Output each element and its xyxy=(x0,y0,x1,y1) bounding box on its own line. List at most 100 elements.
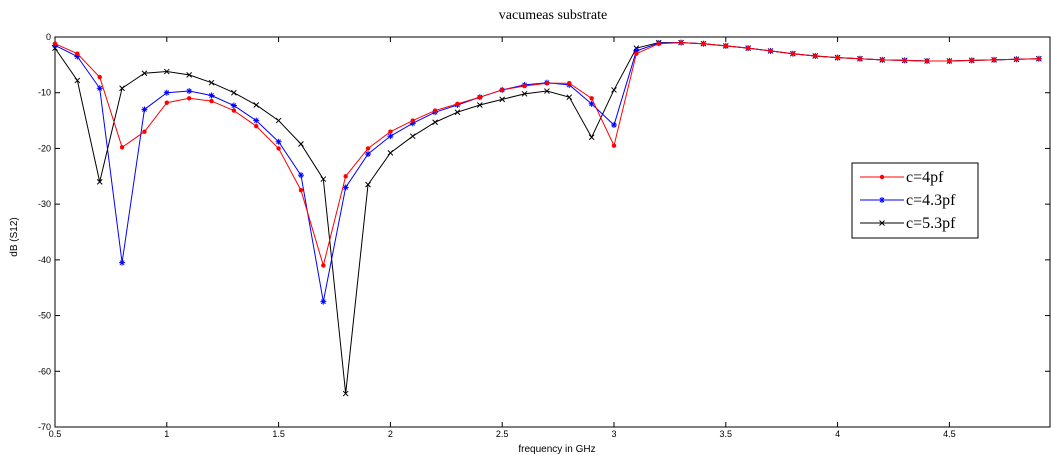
data-point xyxy=(253,102,260,108)
data-point xyxy=(879,197,885,203)
x-tick-label: 3 xyxy=(611,429,616,439)
x-tick-label: 1.5 xyxy=(272,429,285,439)
data-point xyxy=(231,108,237,113)
data-point xyxy=(476,102,483,108)
y-tick-label: -10 xyxy=(38,88,51,98)
y-tick-label: -70 xyxy=(38,422,51,432)
data-point xyxy=(96,85,103,92)
y-axis-label: dB (S12) xyxy=(9,217,20,256)
data-point xyxy=(365,151,372,157)
data-point xyxy=(566,94,573,101)
data-point xyxy=(499,96,506,103)
y-tick-label: -40 xyxy=(38,255,51,265)
x-tick-label: 1 xyxy=(164,429,169,439)
data-point xyxy=(388,129,393,134)
data-point xyxy=(410,118,415,123)
data-point xyxy=(320,298,327,305)
data-point xyxy=(522,83,527,89)
data-point xyxy=(298,188,304,193)
data-point xyxy=(119,145,125,150)
data-point xyxy=(589,96,594,101)
data-point xyxy=(1036,56,1042,61)
data-point xyxy=(142,129,147,134)
x-tick-label: 4 xyxy=(835,429,840,439)
legend-label: c=4pf xyxy=(906,169,944,186)
data-point xyxy=(567,81,572,86)
data-point xyxy=(163,89,170,96)
data-point xyxy=(387,133,394,140)
data-point xyxy=(119,259,126,266)
data-point xyxy=(186,96,192,101)
data-point xyxy=(365,146,371,151)
data-point xyxy=(544,81,550,86)
data-point xyxy=(611,143,617,148)
data-point xyxy=(409,133,416,140)
data-point xyxy=(297,172,304,179)
x-tick-label: 4.5 xyxy=(943,429,956,439)
data-point xyxy=(432,108,438,113)
data-point xyxy=(432,119,438,126)
y-tick-label: -60 xyxy=(38,366,51,376)
data-point xyxy=(298,141,304,147)
data-point xyxy=(275,138,282,145)
data-point xyxy=(544,88,550,94)
data-point xyxy=(52,41,58,46)
data-point xyxy=(254,123,259,129)
data-point xyxy=(879,174,885,180)
data-point xyxy=(209,98,214,104)
data-point xyxy=(835,55,840,60)
series-c=4pf xyxy=(52,40,1042,268)
data-point xyxy=(1014,57,1019,62)
data-point xyxy=(320,176,327,182)
data-point xyxy=(723,43,728,49)
data-point xyxy=(947,58,952,64)
y-tick-label: -20 xyxy=(38,143,51,153)
data-point xyxy=(141,70,148,77)
legend-label: c=4.3pf xyxy=(906,192,956,209)
data-point xyxy=(902,58,907,63)
data-point xyxy=(455,101,460,107)
data-point xyxy=(969,58,974,63)
data-point xyxy=(499,87,505,93)
y-tick-label: 0 xyxy=(46,32,51,42)
data-point xyxy=(610,122,617,129)
data-point xyxy=(745,45,751,51)
data-point xyxy=(275,117,282,124)
data-point xyxy=(477,94,483,100)
data-point xyxy=(186,88,193,95)
data-point xyxy=(387,150,394,156)
data-point xyxy=(701,41,706,46)
data-point xyxy=(588,134,595,141)
data-point xyxy=(208,79,215,86)
data-point xyxy=(208,92,215,99)
data-point xyxy=(768,48,773,54)
data-point xyxy=(454,109,461,116)
data-point xyxy=(276,146,281,151)
data-point xyxy=(924,58,930,64)
data-point xyxy=(231,89,237,96)
data-point xyxy=(342,390,349,397)
data-point xyxy=(813,53,818,59)
data-point xyxy=(521,90,528,97)
data-point xyxy=(656,41,661,46)
data-point xyxy=(253,117,260,124)
data-point xyxy=(163,68,170,75)
data-point xyxy=(141,106,148,113)
x-tick-label: 0.5 xyxy=(49,429,62,439)
data-point xyxy=(634,51,639,56)
data-point xyxy=(96,179,103,185)
legend-entry: c=4.3pf xyxy=(860,192,956,209)
x-tick-label: 3.5 xyxy=(720,429,733,439)
data-point xyxy=(880,57,885,63)
data-point xyxy=(991,57,997,63)
chart-title: vacumeas substrate xyxy=(499,8,607,23)
legend-label: c=5.3pf xyxy=(906,215,956,232)
y-tick-label: -30 xyxy=(38,199,51,209)
data-point xyxy=(164,100,169,105)
data-point xyxy=(343,174,348,179)
y-tick-label: -50 xyxy=(38,311,51,321)
legend-entry: c=4pf xyxy=(860,169,944,186)
data-point xyxy=(588,100,595,107)
data-point xyxy=(74,77,81,84)
